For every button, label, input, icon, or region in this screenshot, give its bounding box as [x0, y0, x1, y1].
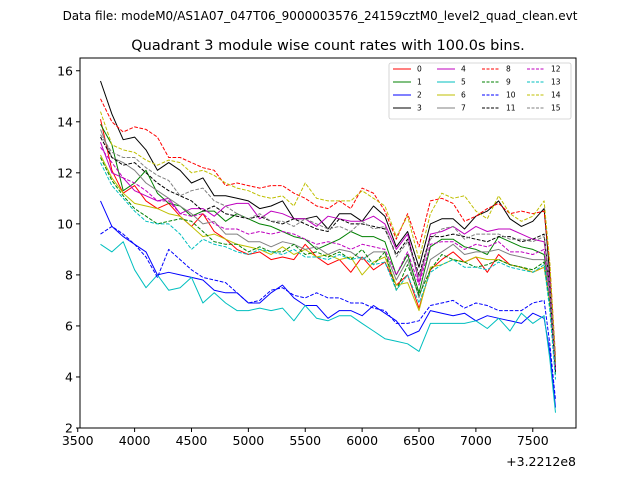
series-line-5 — [100, 241, 556, 413]
x-tick-label: 5500 — [289, 433, 321, 448]
series-line-11 — [100, 136, 556, 372]
y-tick-label: 2 — [65, 421, 73, 436]
y-tick-label: 8 — [65, 267, 73, 282]
y-tick-label: 10 — [57, 216, 73, 231]
x-tick-label: 6000 — [346, 433, 378, 448]
legend-label-0: 0 — [417, 65, 422, 74]
legend-frame — [388, 62, 572, 120]
series-line-2 — [100, 200, 556, 408]
legend-label-6: 6 — [461, 91, 466, 100]
x-tick-label: 4000 — [119, 433, 151, 448]
y-axis: 2 4 6 8 10 12 14 16 — [57, 63, 80, 436]
legend-label-11: 11 — [506, 104, 516, 113]
series-line-8 — [100, 98, 556, 357]
legend-label-10: 10 — [506, 91, 516, 100]
x-tick-label: 6500 — [403, 433, 435, 448]
series-line-3 — [100, 80, 556, 362]
series-line-4 — [100, 142, 556, 367]
series-line-7 — [100, 129, 556, 370]
legend-label-14: 14 — [551, 91, 561, 100]
x-tick-label: 3500 — [62, 433, 94, 448]
x-offset-label: +3.2212e8 — [506, 454, 576, 469]
legend-label-9: 9 — [506, 78, 511, 87]
series-line-12 — [100, 147, 556, 370]
x-tick-label: 5000 — [232, 433, 264, 448]
legend-label-1: 1 — [417, 78, 422, 87]
legend-label-12: 12 — [551, 65, 561, 74]
y-tick-label: 4 — [65, 369, 73, 384]
y-tick-label: 16 — [57, 63, 73, 78]
x-tick-label: 7500 — [517, 433, 549, 448]
series-line-0 — [100, 119, 556, 367]
series-line-15 — [100, 134, 556, 365]
series-line-14 — [100, 111, 556, 362]
y-tick-label: 6 — [65, 318, 73, 333]
x-tick-label: 7000 — [460, 433, 492, 448]
legend-label-5: 5 — [461, 78, 466, 87]
figure-suptitle: Data file: modeM0/AS1A07_047T06_90000035… — [63, 9, 578, 23]
legend-label-15: 15 — [551, 104, 561, 113]
legend-label-2: 2 — [417, 91, 422, 100]
y-tick-label: 12 — [57, 165, 73, 180]
legend-label-8: 8 — [506, 65, 511, 74]
legend-label-13: 13 — [551, 78, 561, 87]
plot-frame — [79, 57, 577, 429]
legend-label-3: 3 — [417, 104, 422, 113]
legend-label-4: 4 — [461, 65, 466, 74]
y-tick-label: 14 — [57, 114, 73, 129]
chart-title: Quadrant 3 module wise count rates with … — [131, 38, 525, 54]
series-lines — [100, 80, 556, 413]
legend-label-7: 7 — [461, 104, 466, 113]
x-tick-label: 4500 — [176, 433, 208, 448]
x-axis: 3500 4000 4500 5000 5500 6000 6500 7000 7500 — [62, 428, 549, 448]
series-line-13 — [100, 162, 556, 380]
series-line-9 — [100, 157, 556, 375]
